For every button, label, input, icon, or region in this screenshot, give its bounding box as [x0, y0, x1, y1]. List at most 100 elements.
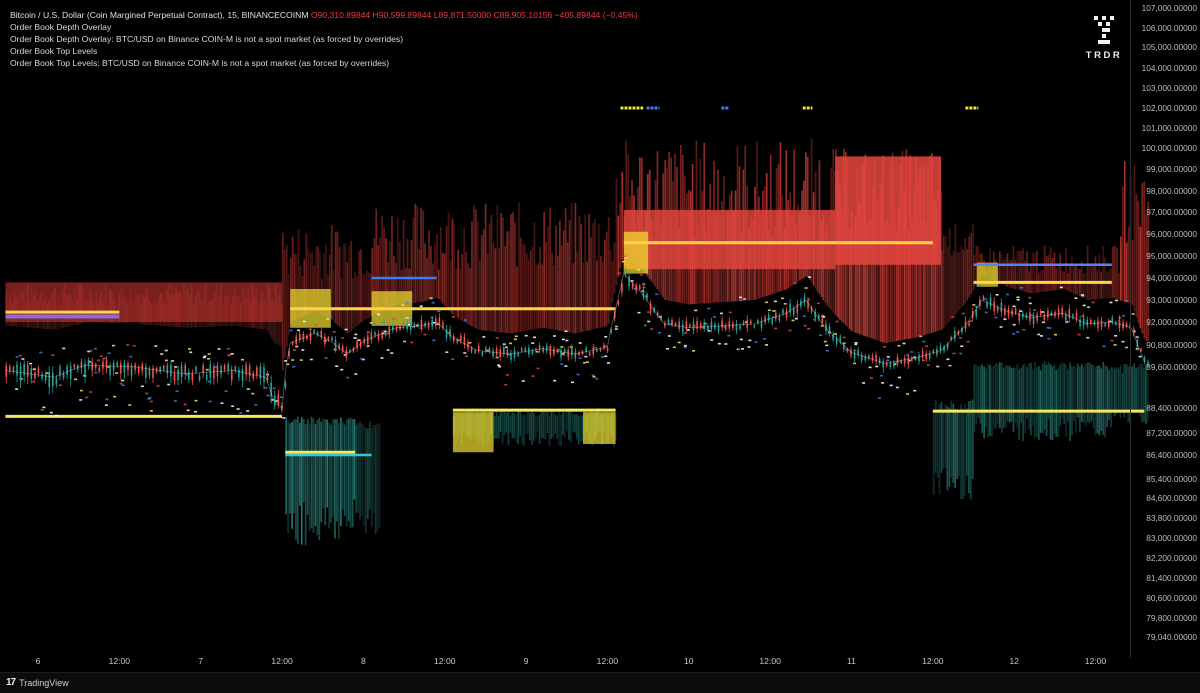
candle-body [460, 335, 462, 342]
ask-depth-bar [586, 261, 588, 331]
candle-body [1147, 361, 1149, 366]
time-tick-label: 12:00 [1084, 656, 1107, 666]
order-level-dot [854, 342, 858, 344]
candle-body [173, 372, 176, 381]
bid-depth-bar [361, 423, 363, 516]
candle-body [828, 326, 831, 334]
candle-body [599, 348, 602, 351]
candle-body [624, 269, 627, 275]
order-level-dot [366, 331, 370, 333]
order-level-dot [683, 346, 687, 349]
order-level-dot [213, 366, 217, 368]
ask-depth-bar [911, 219, 914, 339]
candle-body [399, 324, 401, 330]
candle-body [313, 330, 315, 333]
order-level-dot [823, 340, 827, 343]
candle-body [34, 372, 36, 379]
bid-depth-bar [558, 408, 560, 446]
candle-body [531, 350, 534, 354]
ask-depth-bar [502, 217, 504, 333]
order-level-dot [174, 366, 178, 368]
ask-depth-bar [572, 263, 575, 334]
candle-body [291, 342, 294, 345]
ask-depth-bar [477, 221, 479, 330]
order-level-dot [224, 390, 228, 392]
bid-depth-bar [515, 414, 518, 443]
candle-body [893, 362, 895, 367]
order-level-dot [1108, 320, 1112, 323]
candle-body [320, 331, 323, 337]
order-level-dot [171, 360, 175, 362]
candle-body [266, 373, 269, 380]
bid-depth-bar [374, 425, 377, 535]
candle-body [728, 321, 731, 329]
price-axis[interactable]: 107,000.00000 106,000.00000 105,000.00000 1… [1130, 0, 1200, 658]
order-level-dot [650, 328, 654, 330]
price-tick-label: 101,000.00000 [1141, 123, 1197, 133]
time-axis[interactable]: 6 12:00 7 12:00 8 12:00 9 12:00 10 12:00 11 12:00 12… [0, 650, 1130, 672]
candle-body [939, 345, 942, 352]
tradingview-brand[interactable]: 17 TradingView [6, 677, 69, 688]
order-level-dot [372, 322, 376, 325]
ask-depth-bar [498, 248, 501, 333]
order-level-dot [386, 349, 390, 351]
ask-depth-bar [1053, 252, 1056, 291]
order-level-dot [346, 376, 349, 379]
bid-depth-bar [536, 415, 539, 432]
bid-depth-bar [614, 413, 617, 441]
ask-depth-bar [1096, 270, 1099, 300]
price-tick-label: 79,040.00000 [1146, 632, 1197, 642]
ask-depth-bar [369, 273, 372, 317]
ask-depth-bar [482, 229, 485, 331]
ask-depth-bar [457, 249, 460, 319]
ask-depth-bar [1104, 257, 1106, 299]
candle-body [875, 354, 877, 362]
order-level-dot [783, 303, 787, 305]
ask-depth-bar [590, 237, 592, 330]
order-level-dot [983, 298, 987, 300]
bid-depth-bar [1014, 368, 1017, 423]
candle-body [707, 325, 709, 331]
order-level-dot [739, 338, 743, 341]
order-level-dot [164, 359, 168, 362]
order-level-dot [669, 323, 673, 325]
indicator-top-levels[interactable]: Order Book Top Levels [10, 46, 98, 56]
ask-depth-bar [570, 202, 573, 333]
ask-depth-bar [309, 253, 312, 314]
ask-depth-bar [973, 255, 976, 289]
order-level-dot [241, 358, 244, 361]
candle-body [685, 321, 688, 330]
bid-depth-bar [507, 411, 510, 445]
ask-depth-bar [1012, 245, 1015, 289]
indicator-depth-overlay[interactable]: Order Book Depth Overlay [10, 22, 112, 32]
bid-depth-bar [577, 415, 580, 445]
candle-body [1079, 319, 1081, 327]
ask-depth-bar [313, 265, 315, 312]
candle-body [703, 322, 706, 329]
candle-body [767, 314, 770, 321]
ask-depth-bar [523, 244, 526, 331]
bid-depth-bar [1075, 367, 1077, 433]
symbol-title[interactable]: Bitcoin / U.S. Dollar (Coin Margined Per… [10, 10, 309, 20]
ask-depth-bar [381, 216, 383, 312]
candle-body [141, 363, 144, 371]
candle-body [628, 276, 630, 287]
order-level-dot [975, 306, 979, 308]
ask-depth-bar [319, 251, 321, 314]
bid-depth-bar [1127, 366, 1130, 423]
ask-depth-bar [494, 248, 497, 332]
bid-depth-bar [318, 417, 321, 541]
order-level-dot [175, 390, 179, 392]
bid-depth-bar [1032, 369, 1034, 426]
candle-body [381, 332, 383, 338]
ask-depth-bar [1018, 251, 1021, 291]
ask-depth-bar [525, 253, 528, 331]
ask-depth-bar [418, 248, 421, 303]
bid-depth-bar [1088, 362, 1091, 424]
bid-depth-bar [365, 427, 367, 533]
ask-depth-bar [463, 227, 465, 322]
ask-depth-bar [412, 217, 415, 303]
order-level-dot [193, 410, 197, 413]
candle-body [184, 365, 187, 375]
